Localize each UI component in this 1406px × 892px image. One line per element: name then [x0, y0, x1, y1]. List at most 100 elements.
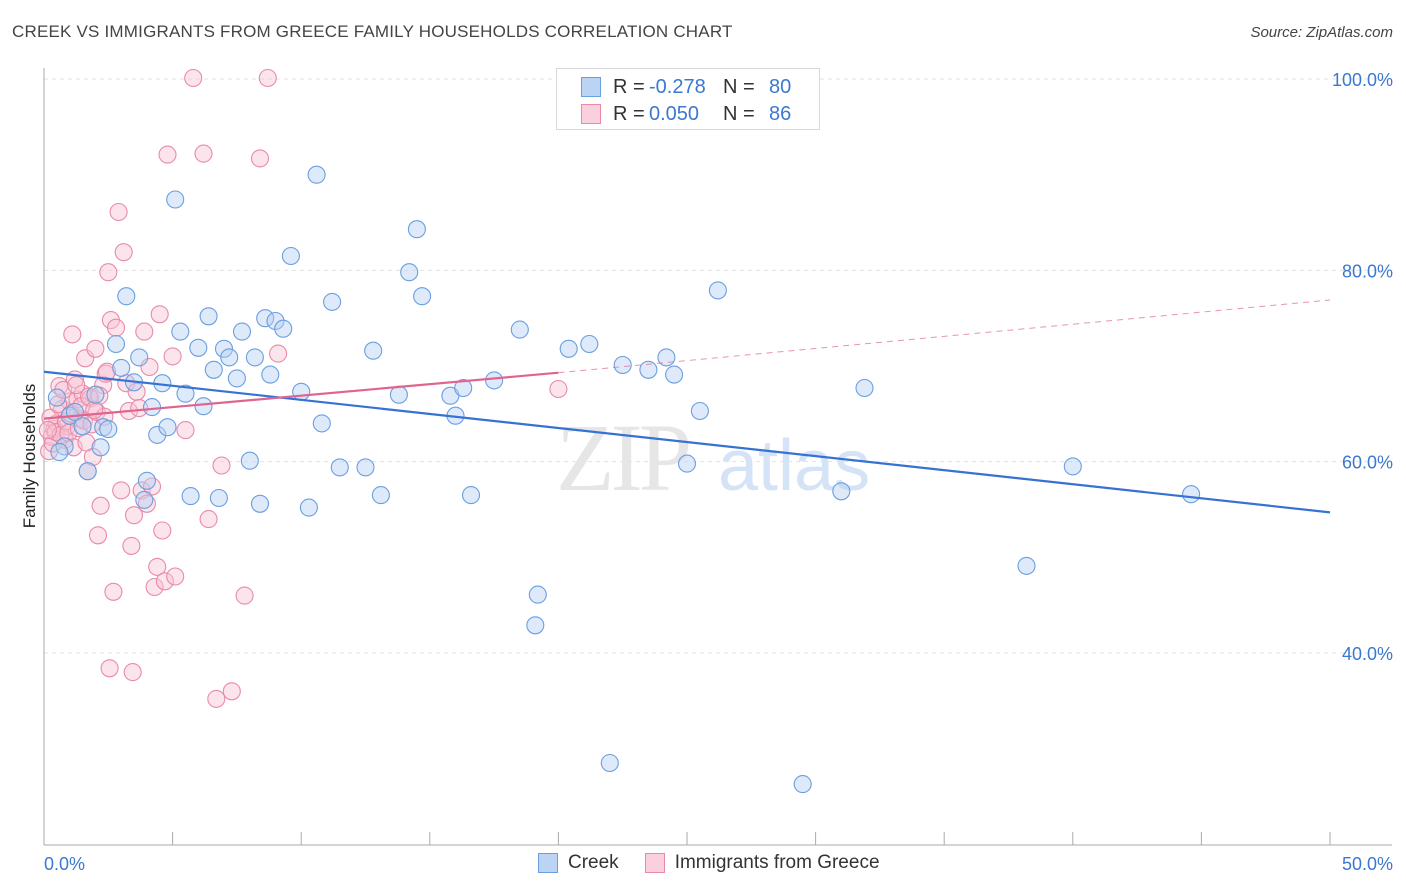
creek-point: [250, 494, 270, 513]
creek-point: [371, 486, 390, 505]
greece-point: [130, 399, 149, 418]
x-tick-label: 0.0%: [44, 854, 85, 874]
greece-point: [155, 572, 174, 591]
legend-label-greece: Immigrants from Greece: [674, 852, 880, 873]
watermark-atlas: atlas: [718, 426, 870, 506]
greece-point: [222, 682, 241, 701]
creek-point: [613, 355, 632, 375]
legend-n-value: 80: [769, 75, 792, 98]
creek-point: [227, 369, 246, 388]
greece-point: [99, 263, 118, 282]
legend-swatch-greece: [581, 104, 601, 124]
watermark: ZIP atlas: [556, 404, 870, 511]
greece-point: [199, 510, 218, 529]
legend-item-greece: Immigrants from Greece: [644, 852, 880, 874]
creek-point: [117, 287, 136, 306]
greece-point: [112, 481, 131, 500]
creek-point: [281, 246, 300, 266]
creek-point: [413, 287, 432, 306]
greece-point: [63, 325, 82, 344]
legend-n-value: 86: [769, 102, 792, 125]
creek-point: [176, 384, 195, 403]
creek-point: [148, 425, 167, 444]
creek-point: [73, 417, 92, 436]
watermark-zip: ZIP: [556, 404, 689, 511]
greece-point: [235, 586, 254, 605]
creek-point: [364, 341, 383, 360]
creek-point: [299, 498, 318, 517]
greece-point: [269, 344, 288, 363]
greece-point: [109, 202, 128, 222]
greece-point: [114, 243, 133, 262]
greece-trend-extension: [558, 299, 1331, 374]
greece-point: [184, 68, 203, 88]
greece-point: [86, 339, 105, 358]
creek-point: [189, 338, 208, 357]
creek-point: [528, 585, 547, 604]
greece-point: [207, 689, 226, 708]
greece-point: [123, 663, 142, 682]
legend-r-value: -0.278: [649, 75, 706, 98]
creek-point: [323, 292, 342, 311]
creek-point: [677, 454, 697, 473]
creek-point: [307, 165, 326, 184]
greece-point: [85, 400, 104, 420]
legend-row-creek: R = -0.278 N = 80: [581, 74, 791, 100]
greece-point: [153, 521, 172, 540]
greece-point: [212, 456, 231, 475]
axes: [43, 68, 1392, 846]
creek-point: [130, 348, 149, 367]
creek-point: [510, 320, 529, 339]
greece-point: [166, 567, 185, 586]
legend-swatch-greece: [644, 853, 665, 873]
grid-lines: [44, 78, 1392, 654]
series-creek-points: [47, 165, 1201, 794]
creek-point: [204, 360, 223, 379]
creek-point: [181, 487, 200, 506]
creek-trend-line: [43, 370, 1331, 514]
creek-point: [356, 458, 375, 477]
legend-r-label: R =: [613, 102, 645, 125]
creek-point: [526, 616, 545, 635]
series-legend: Creek Immigrants from Greece: [538, 852, 906, 874]
greece-point: [94, 376, 113, 395]
creek-point: [600, 753, 619, 773]
greece-point: [106, 318, 126, 337]
greece-point: [104, 582, 123, 601]
creek-point: [580, 334, 599, 354]
greece-point: [549, 379, 568, 399]
creek-point: [256, 309, 275, 328]
greece-point: [122, 536, 141, 555]
greece-trend-line: [43, 371, 559, 420]
creek-point: [194, 397, 213, 416]
creek-point: [135, 490, 154, 509]
creek-point: [171, 322, 190, 341]
creek-point: [245, 348, 264, 367]
creek-point: [485, 371, 504, 390]
creek-point: [793, 775, 812, 794]
y-tick-label: 80.0%: [1342, 261, 1393, 281]
creek-point: [690, 401, 709, 421]
creek-point: [240, 451, 259, 470]
creek-point: [106, 334, 126, 354]
creek-point: [47, 388, 66, 407]
creek-point: [1017, 556, 1036, 575]
greece-point: [91, 496, 110, 515]
creek-point: [274, 319, 293, 338]
creek-point: [137, 471, 156, 490]
greece-point: [88, 526, 108, 545]
creek-point: [199, 307, 218, 326]
creek-point: [330, 458, 349, 477]
y-tick-label: 60.0%: [1342, 453, 1393, 473]
greece-point: [135, 322, 154, 341]
greece-point: [97, 362, 117, 381]
creek-point: [559, 339, 578, 358]
legend-r-value: 0.050: [649, 102, 700, 125]
creek-point: [232, 322, 252, 341]
creek-point: [292, 382, 311, 401]
creek-point: [454, 378, 473, 398]
tick-labels: 40.0% 60.0% 80.0% 100.0% 0.0% 50.0%: [44, 70, 1393, 874]
creek-point: [209, 488, 228, 508]
creek-point: [261, 365, 280, 384]
